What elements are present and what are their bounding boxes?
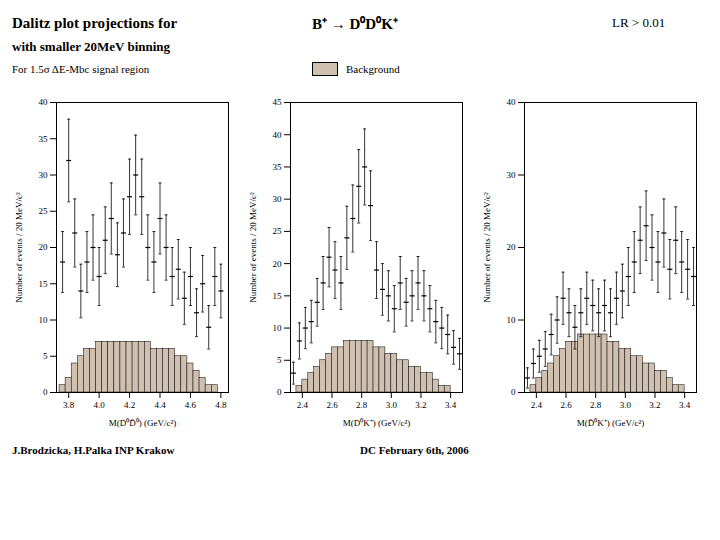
svg-text:M(D⁰K⁺) (GeV/c²): M(D⁰K⁺) (GeV/c²) xyxy=(343,418,410,428)
svg-text:35: 35 xyxy=(39,134,49,144)
svg-text:2.8: 2.8 xyxy=(356,400,368,410)
svg-text:4.0: 4.0 xyxy=(93,400,105,410)
svg-text:Number of events / 20 MeV/c²: Number of events / 20 MeV/c² xyxy=(482,192,492,303)
svg-text:20: 20 xyxy=(273,258,283,268)
html-text:Dalitz plot projections for: Dalitz plot projections for xyxy=(12,14,178,31)
svg-text:2.6: 2.6 xyxy=(326,400,338,410)
svg-text:40: 40 xyxy=(507,97,517,107)
html-text:J.Brodzicka, H.Palka INP Krako: J.Brodzicka, H.Palka INP Krakow xyxy=(12,444,175,456)
svg-text:0: 0 xyxy=(277,387,282,397)
svg-text:3.0: 3.0 xyxy=(620,400,632,410)
html-text:B⁺ → D⁰D⁰K⁺: B⁺ → D⁰D⁰K⁺ xyxy=(312,16,398,32)
svg-text:35: 35 xyxy=(273,162,283,172)
svg-text:3.2: 3.2 xyxy=(649,400,660,410)
svg-text:5: 5 xyxy=(277,355,282,365)
svg-text:3.4: 3.4 xyxy=(679,400,691,410)
svg-text:10: 10 xyxy=(507,315,517,325)
svg-text:4.8: 4.8 xyxy=(215,400,227,410)
svg-text:30: 30 xyxy=(273,194,283,204)
svg-text:0: 0 xyxy=(43,387,48,397)
svg-text:Number of events / 20 MeV/c²: Number of events / 20 MeV/c² xyxy=(248,192,258,303)
html-text:with smaller 20MeV binning: with smaller 20MeV binning xyxy=(12,39,171,54)
svg-text:3.4: 3.4 xyxy=(445,400,457,410)
svg-text:25: 25 xyxy=(273,226,283,236)
svg-text:3.8: 3.8 xyxy=(63,400,75,410)
svg-text:4.6: 4.6 xyxy=(185,400,197,410)
svg-text:3.0: 3.0 xyxy=(386,400,398,410)
html-text:For 1.5σ ΔE-Mbc signal region: For 1.5σ ΔE-Mbc signal region xyxy=(12,63,150,75)
svg-text:2.6: 2.6 xyxy=(560,400,572,410)
svg-text:15: 15 xyxy=(273,291,283,301)
svg-text:4.4: 4.4 xyxy=(154,400,166,410)
svg-text:M(D̄⁰K⁺) (GeV/c²): M(D̄⁰K⁺) (GeV/c²) xyxy=(577,418,644,428)
svg-text:15: 15 xyxy=(39,279,49,289)
html-text:LR > 0.01: LR > 0.01 xyxy=(612,15,666,30)
svg-text:5: 5 xyxy=(43,351,48,361)
svg-text:2.4: 2.4 xyxy=(297,400,309,410)
svg-text:2.8: 2.8 xyxy=(590,400,602,410)
svg-text:20: 20 xyxy=(39,242,49,252)
svg-text:30: 30 xyxy=(507,170,517,180)
svg-text:10: 10 xyxy=(39,315,49,325)
svg-text:M(D⁰D̄⁰) (GeV/c²): M(D⁰D̄⁰) (GeV/c²) xyxy=(109,418,176,428)
svg-text:25: 25 xyxy=(39,206,49,216)
svg-text:3.2: 3.2 xyxy=(415,400,426,410)
svg-text:Number of events / 20 MeV/c²: Number of events / 20 MeV/c² xyxy=(14,192,24,303)
html-text:DC February 6th, 2006: DC February 6th, 2006 xyxy=(360,444,469,456)
svg-text:2.4: 2.4 xyxy=(531,400,543,410)
svg-text:10: 10 xyxy=(273,323,283,333)
svg-text:40: 40 xyxy=(39,97,49,107)
svg-text:4.2: 4.2 xyxy=(124,400,135,410)
svg-text:40: 40 xyxy=(273,130,283,140)
svg-text:30: 30 xyxy=(39,170,49,180)
svg-text:20: 20 xyxy=(507,242,517,252)
svg-text:45: 45 xyxy=(273,97,283,107)
html-text:Background: Background xyxy=(346,63,400,75)
svg-text:0: 0 xyxy=(511,387,516,397)
